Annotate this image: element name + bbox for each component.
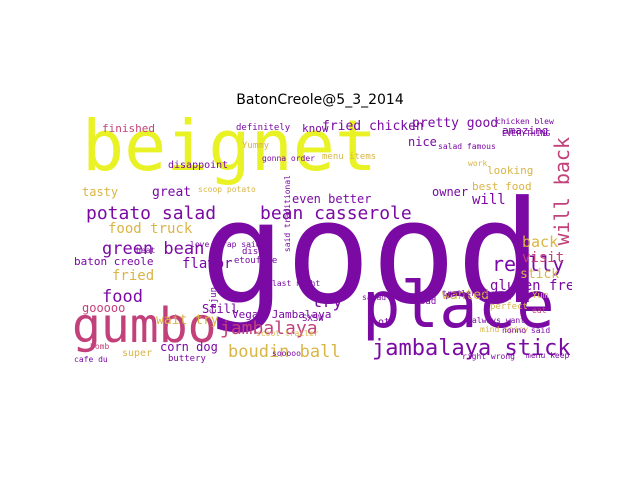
word-potato-salad: potato salad	[86, 203, 217, 224]
word-scoot-trailer: scoot trailer	[256, 329, 319, 338]
word-jambalaya: jambalaya	[220, 318, 318, 339]
word-fried-chicken: fried chicken	[322, 119, 424, 134]
word-said-traditional: said traditional	[283, 175, 292, 253]
word-nonno-said: nonno said	[502, 326, 551, 335]
word-work: work	[468, 159, 488, 168]
word-visit: visit	[522, 250, 565, 266]
word-owner: owner	[432, 185, 469, 199]
word-super: super	[122, 348, 153, 359]
word-beat: beat	[136, 246, 156, 255]
word-flavor: flavor	[182, 256, 233, 272]
word-right-wrong: right wrong	[462, 352, 515, 361]
word-wanted: wanted	[442, 288, 489, 303]
word-best-food: best food	[472, 180, 532, 193]
word-scoop-potato: scoop potato	[198, 185, 256, 194]
word-beignet: beignet	[82, 117, 378, 187]
word-finished: finished	[102, 122, 155, 135]
word-pretty-good: pretty good	[412, 117, 499, 131]
word-even-better: even better	[292, 192, 372, 206]
word-bomb: bomb	[90, 342, 110, 351]
word-sad: Sad	[420, 297, 437, 307]
word-gonna-order: gonna order	[262, 154, 315, 163]
word-corn-dog: corn dog	[160, 340, 218, 354]
word-food: food	[102, 287, 143, 307]
word-good: good	[200, 171, 542, 336]
word-menu-keep: menu keep	[526, 351, 570, 360]
word-sooooo: sooooo	[272, 349, 301, 358]
word-cafe-du: cafe du	[74, 355, 108, 364]
word-baton-creole: baton creole	[74, 255, 154, 268]
word-gumbo: gumbo	[72, 298, 217, 354]
word-trailer-park: trailer park	[442, 289, 500, 298]
word-gluten-free: gluten free	[490, 278, 572, 294]
word-fried: fried	[112, 268, 155, 284]
word-vegan-jambalaya: Vegan Jambalaya	[232, 308, 332, 321]
word-know: know	[302, 122, 329, 135]
word-menu-items: menu items	[322, 152, 377, 162]
word-disappoint: disappoint	[168, 160, 229, 171]
word-last-night: last night	[272, 279, 321, 288]
word-cloud: good beignet place gumbo jambalaya stick pota…	[72, 117, 572, 367]
word-salad-top: salad top	[362, 293, 406, 302]
word-bean-casserole: bean casserole	[260, 203, 412, 224]
word-mind-spicy: mind spicy	[480, 325, 529, 334]
word-try: try	[312, 292, 343, 312]
word-will-back: will back	[550, 137, 572, 246]
word-really: really	[492, 252, 565, 276]
word-etouffee: etouffee	[234, 256, 278, 266]
word-definitely: definitely	[236, 123, 291, 133]
word-salad-famous: salad famous	[438, 142, 496, 151]
word-eat: eat	[532, 306, 547, 315]
word-food-truck: food truck	[108, 221, 193, 237]
word-jambalaya-stick: jambalaya stick	[372, 336, 571, 361]
word-nice: nice	[408, 135, 437, 149]
word-great: great	[152, 185, 192, 200]
word-dish: dish	[242, 247, 264, 257]
word-green-bean: green bean	[102, 239, 205, 259]
word-yum: Yum	[532, 291, 549, 301]
word-yummy: Yummy	[242, 141, 270, 151]
word-still: Still	[202, 302, 239, 316]
word-perfect: perfect	[490, 302, 528, 312]
word-cajun: Cajun	[209, 287, 219, 315]
word-looking: looking	[487, 164, 534, 177]
word-lot: lot	[372, 317, 391, 328]
word-place: place	[362, 269, 555, 343]
word-will: will	[472, 192, 506, 208]
word-wait-try: wait try	[156, 313, 219, 328]
word-love: love	[190, 240, 210, 249]
word-tasty: tasty	[82, 185, 119, 199]
word-sxsw: SXSW	[302, 314, 324, 324]
word-gooooo: gooooo	[82, 301, 126, 315]
word-back: back	[522, 233, 559, 251]
word-buttery: buttery	[168, 354, 206, 364]
word-always-want: always want	[472, 316, 525, 325]
word-boudin-ball: boudin ball	[228, 342, 341, 362]
word-rap-said: rap said	[222, 240, 261, 249]
word-chicken-blew: chicken blew	[496, 117, 554, 126]
chart-title: BatonCreole@5_3_2014	[236, 92, 404, 108]
word-stick: stick	[520, 267, 560, 282]
word-everything: EVERYTHING	[502, 129, 551, 138]
word-amazing: amazing	[502, 124, 549, 137]
